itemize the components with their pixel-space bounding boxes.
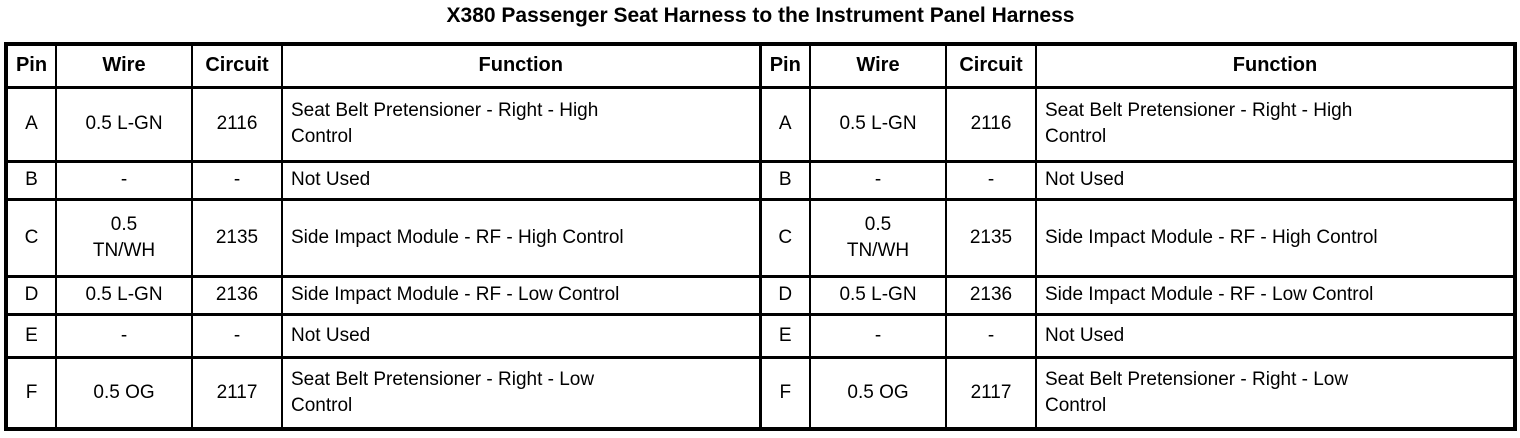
- column-header-circuit-left: Circuit: [191, 42, 283, 89]
- column-header-function-left: Function: [281, 42, 761, 89]
- cell-circuit: 2136: [191, 274, 283, 316]
- cell-function: Seat Belt Pretensioner - Right - High Co…: [1035, 85, 1516, 163]
- cell-pin: B: [5, 159, 57, 201]
- column-header-circuit-right: Circuit: [945, 42, 1037, 89]
- cell-wire: 0.5 OG: [55, 355, 193, 431]
- cell-wire: 0.5 L-GN: [55, 274, 193, 316]
- cell-wire: 0.5 TN/WH: [809, 197, 947, 278]
- cell-function: Side Impact Module - RF - High Control: [281, 197, 761, 278]
- column-header-pin-right: Pin: [758, 42, 811, 89]
- cell-function: Seat Belt Pretensioner - Right - Low Con…: [1035, 355, 1516, 431]
- cell-function: Not Used: [1035, 159, 1516, 201]
- cell-pin: E: [758, 312, 811, 359]
- cell-wire: -: [809, 312, 947, 359]
- cell-function: Not Used: [1035, 312, 1516, 359]
- cell-pin: D: [5, 274, 57, 316]
- cell-function: Seat Belt Pretensioner - Right - Low Con…: [281, 355, 761, 431]
- column-header-wire-left: Wire: [55, 42, 193, 89]
- harness-pinout-table: Pin Wire Circuit Function Pin Wire Circu…: [4, 42, 1517, 431]
- cell-wire: 0.5 L-GN: [809, 85, 947, 163]
- table-row-pin-a: A 0.5 L-GN 2116 Seat Belt Pretensioner -…: [5, 85, 1516, 163]
- cell-function: Not Used: [281, 159, 761, 201]
- table-row-pin-f: F 0.5 OG 2117 Seat Belt Pretensioner - R…: [5, 355, 1516, 431]
- cell-pin: A: [5, 85, 57, 163]
- cell-function: Not Used: [281, 312, 761, 359]
- cell-circuit: 2116: [945, 85, 1037, 163]
- column-header-pin-left: Pin: [5, 42, 57, 89]
- cell-circuit: -: [191, 159, 283, 201]
- cell-circuit: 2117: [191, 355, 283, 431]
- cell-pin: D: [758, 274, 811, 316]
- cell-function: Side Impact Module - RF - Low Control: [281, 274, 761, 316]
- cell-circuit: 2136: [945, 274, 1037, 316]
- cell-pin: F: [5, 355, 57, 431]
- cell-wire: 0.5 TN/WH: [55, 197, 193, 278]
- table-row-pin-b: B - - Not Used B - - Not Used: [5, 159, 1516, 201]
- cell-wire: -: [809, 159, 947, 201]
- cell-function: Side Impact Module - RF - High Control: [1035, 197, 1516, 278]
- cell-pin: C: [5, 197, 57, 278]
- column-header-wire-right: Wire: [809, 42, 947, 89]
- table-header-row: Pin Wire Circuit Function Pin Wire Circu…: [5, 42, 1516, 89]
- table-row-pin-d: D 0.5 L-GN 2136 Side Impact Module - RF …: [5, 274, 1516, 316]
- cell-circuit: 2135: [191, 197, 283, 278]
- cell-circuit: -: [945, 159, 1037, 201]
- cell-circuit: 2117: [945, 355, 1037, 431]
- cell-wire: 0.5 OG: [809, 355, 947, 431]
- cell-pin: B: [758, 159, 811, 201]
- cell-circuit: 2116: [191, 85, 283, 163]
- cell-pin: F: [758, 355, 811, 431]
- cell-pin: A: [758, 85, 811, 163]
- page-title: X380 Passenger Seat Harness to the Instr…: [446, 4, 1075, 27]
- column-header-function-right: Function: [1035, 42, 1516, 89]
- cell-function: Seat Belt Pretensioner - Right - High Co…: [281, 85, 761, 163]
- cell-circuit: -: [945, 312, 1037, 359]
- cell-wire: -: [55, 159, 193, 201]
- cell-wire: -: [55, 312, 193, 359]
- cell-circuit: -: [191, 312, 283, 359]
- cell-wire: 0.5 L-GN: [55, 85, 193, 163]
- cell-wire: 0.5 L-GN: [809, 274, 947, 316]
- cell-circuit: 2135: [945, 197, 1037, 278]
- cell-function: Side Impact Module - RF - Low Control: [1035, 274, 1516, 316]
- cell-pin: E: [5, 312, 57, 359]
- cell-pin: C: [758, 197, 811, 278]
- table-row-pin-c: C 0.5 TN/WH 2135 Side Impact Module - RF…: [5, 197, 1516, 278]
- table-row-pin-e: E - - Not Used E - - Not Used: [5, 312, 1516, 359]
